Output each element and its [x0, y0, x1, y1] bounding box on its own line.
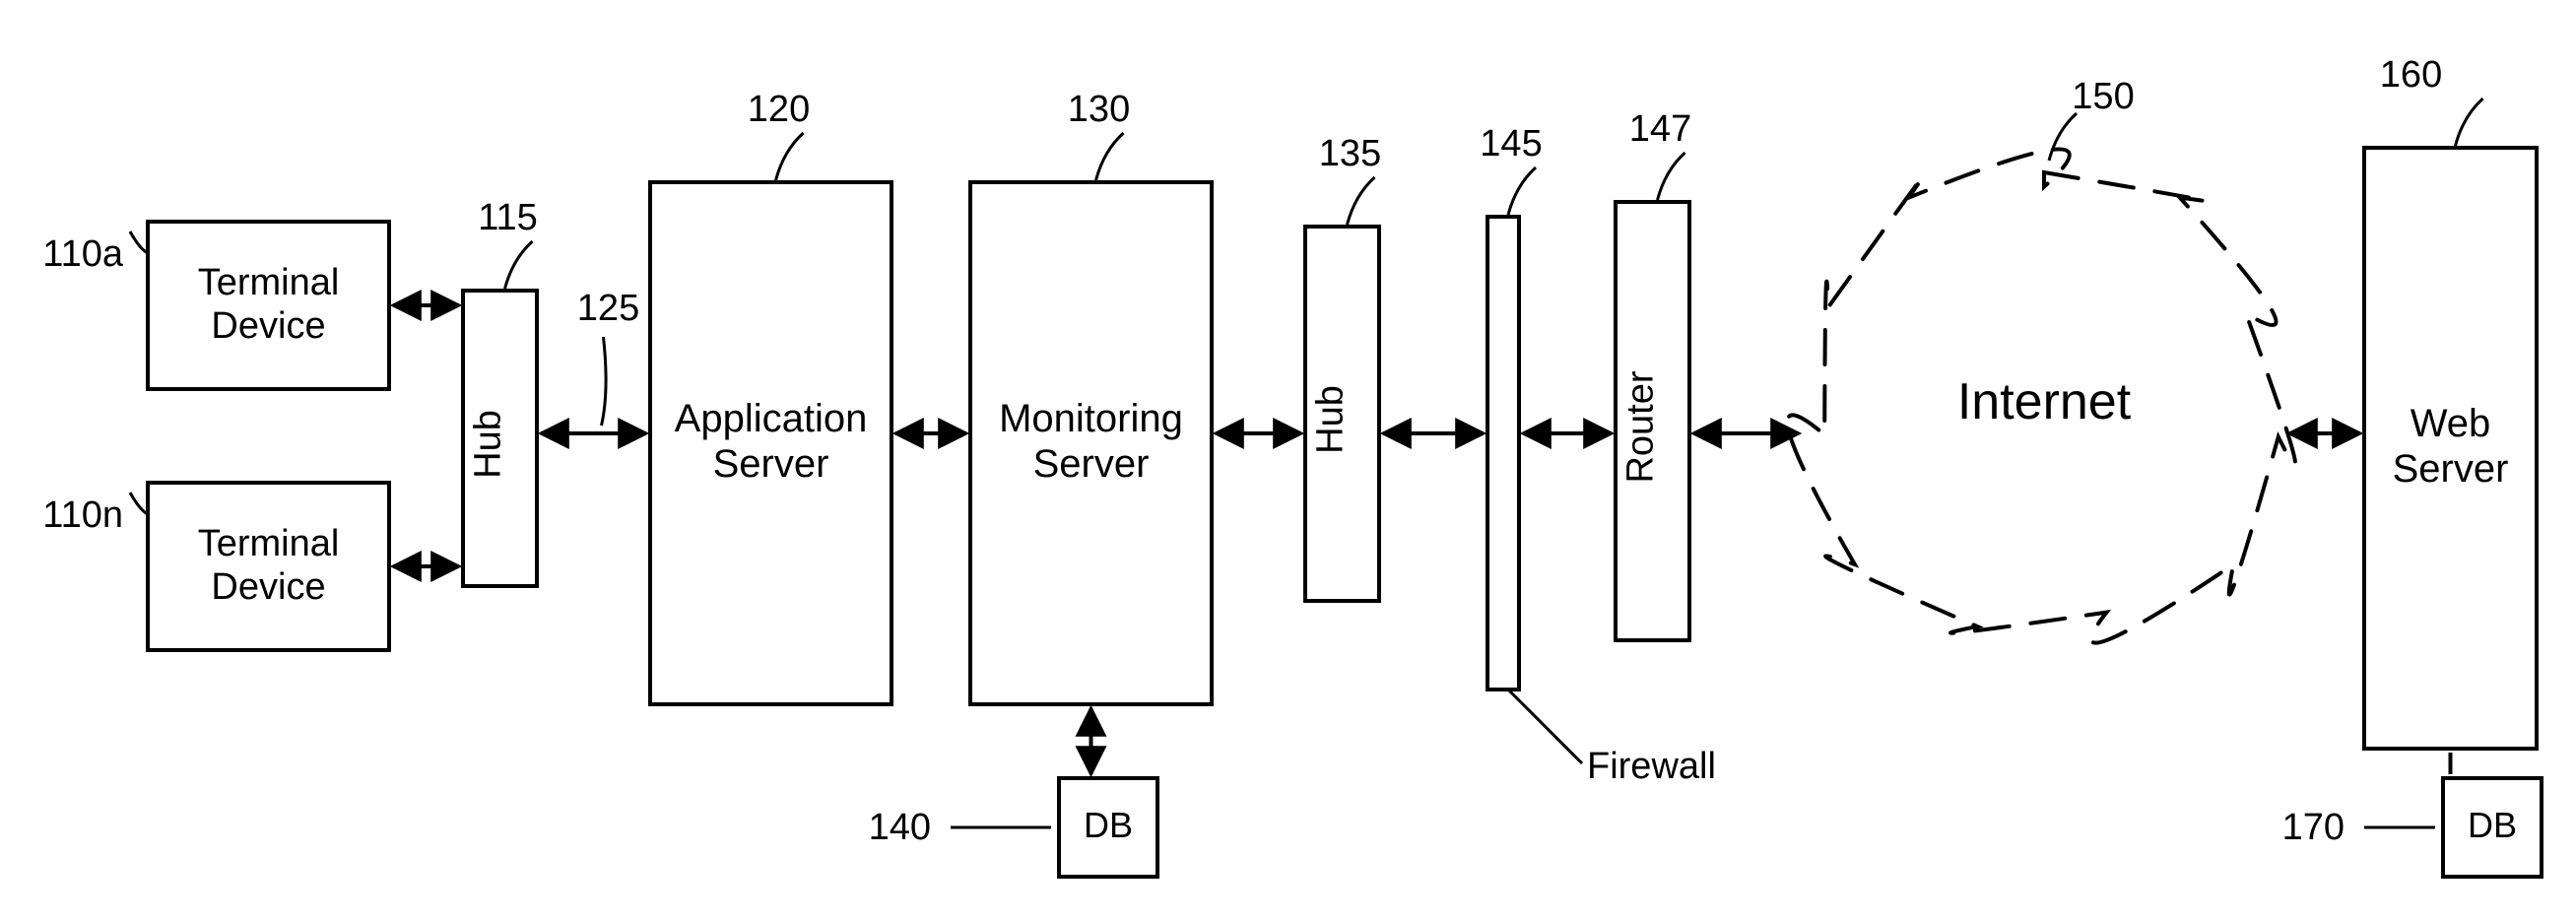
svg-text:ApplicationServer: ApplicationServer — [675, 397, 868, 486]
svg-text:150: 150 — [2072, 76, 2134, 117]
svg-text:MonitoringServer: MonitoringServer — [999, 397, 1183, 486]
svg-text:110a: 110a — [42, 233, 124, 275]
svg-text:135: 135 — [1319, 133, 1381, 174]
svg-text:130: 130 — [1068, 89, 1130, 130]
svg-text:DB: DB — [1084, 805, 1133, 845]
node-hub2: Hub 135 — [1305, 133, 1381, 601]
svg-text:Hub: Hub — [1310, 385, 1352, 454]
svg-text:TerminalDevice: TerminalDevice — [198, 262, 340, 347]
node-monsrv: MonitoringServer 130 — [970, 89, 1212, 704]
svg-text:Internet: Internet — [1957, 373, 2132, 430]
svg-text:170: 170 — [2282, 807, 2345, 848]
svg-text:140: 140 — [869, 807, 931, 848]
node-db1: DB 140 — [869, 778, 1157, 877]
node-websrv: WebServer 160 — [2364, 54, 2537, 749]
svg-text:Hub: Hub — [468, 410, 509, 479]
node-db2: DB 170 — [2282, 778, 2542, 877]
svg-text:TerminalDevice: TerminalDevice — [198, 523, 340, 608]
node-hub1: Hub 115 — [463, 197, 538, 586]
svg-text:Firewall: Firewall — [1587, 746, 1716, 787]
svg-text:125: 125 — [577, 288, 639, 329]
node-term_n: TerminalDevice 110n — [42, 483, 389, 650]
node-internet: Internet 150 — [1787, 76, 2295, 643]
node-router: Router 147 — [1616, 108, 1691, 640]
network-diagram: 125 TerminalDevice 110a TerminalDevice 110n… — [0, 0, 2576, 921]
svg-text:147: 147 — [1629, 108, 1691, 150]
svg-text:145: 145 — [1480, 123, 1542, 164]
node-term_a: TerminalDevice 110a — [42, 222, 389, 389]
node-firewall: Firewall 145 — [1480, 123, 1716, 787]
node-appsrv: ApplicationServer 120 — [650, 89, 892, 704]
svg-text:160: 160 — [2380, 54, 2442, 96]
svg-text:120: 120 — [748, 89, 810, 130]
edge-hub1-appsrv: 125 — [541, 288, 646, 433]
svg-text:WebServer: WebServer — [2393, 402, 2509, 491]
svg-text:DB: DB — [2468, 805, 2517, 845]
svg-text:Router: Router — [1620, 370, 1662, 483]
svg-text:110n: 110n — [42, 494, 123, 536]
svg-text:115: 115 — [478, 197, 538, 238]
